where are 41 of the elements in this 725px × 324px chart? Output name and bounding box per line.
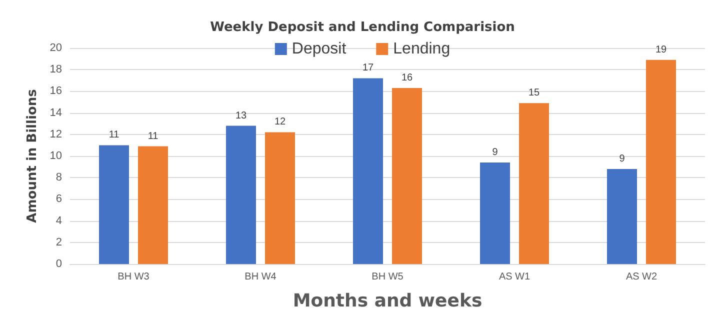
- y-tick-label: 8: [56, 172, 62, 184]
- data-label: 19: [655, 44, 667, 56]
- x-tick-label: BH W3: [118, 272, 150, 282]
- data-label: 9: [492, 146, 498, 158]
- bar: [353, 78, 383, 264]
- bar: [392, 88, 422, 264]
- data-label: 12: [274, 116, 286, 128]
- y-tick-label: 10: [50, 150, 62, 162]
- bar: [480, 162, 510, 264]
- legend-label: Lending: [393, 40, 450, 58]
- data-label: 17: [362, 62, 374, 74]
- data-label: 11: [108, 130, 120, 141]
- bar: [519, 103, 549, 264]
- x-tick-label: AS W2: [626, 272, 658, 282]
- y-tick-label: 20: [50, 42, 62, 54]
- x-tick-label: BH W4: [244, 272, 277, 282]
- x-tick-label: BH W5: [372, 272, 404, 282]
- bar: [646, 60, 676, 264]
- data-label: 13: [235, 110, 247, 122]
- y-tick-label: 4: [56, 214, 62, 227]
- bar: [138, 146, 168, 264]
- data-label: 15: [528, 88, 540, 99]
- bar: [265, 132, 295, 264]
- bar: [226, 126, 256, 264]
- chart-title: Weekly Deposit and Lending Comparision: [210, 20, 515, 35]
- y-tick-label: 6: [56, 193, 62, 206]
- data-label: 9: [619, 153, 626, 164]
- bar: [99, 145, 129, 264]
- y-tick-label: 0: [56, 258, 62, 270]
- y-tick-label: 14: [50, 106, 62, 119]
- y-axis-title: Amount in Billions: [24, 88, 40, 223]
- bar: [607, 168, 637, 264]
- y-tick-label: 2: [56, 236, 62, 248]
- legend-label: Deposit: [292, 40, 347, 58]
- y-tick-label: 12: [50, 128, 62, 140]
- x-tick-label: AS W1: [498, 272, 530, 282]
- data-label: 16: [401, 72, 413, 84]
- y-tick-label: 16: [50, 85, 62, 98]
- x-axis-title: Months and weeks: [292, 290, 482, 312]
- data-label: 11: [148, 130, 159, 142]
- y-tick-label: 18: [50, 64, 62, 76]
